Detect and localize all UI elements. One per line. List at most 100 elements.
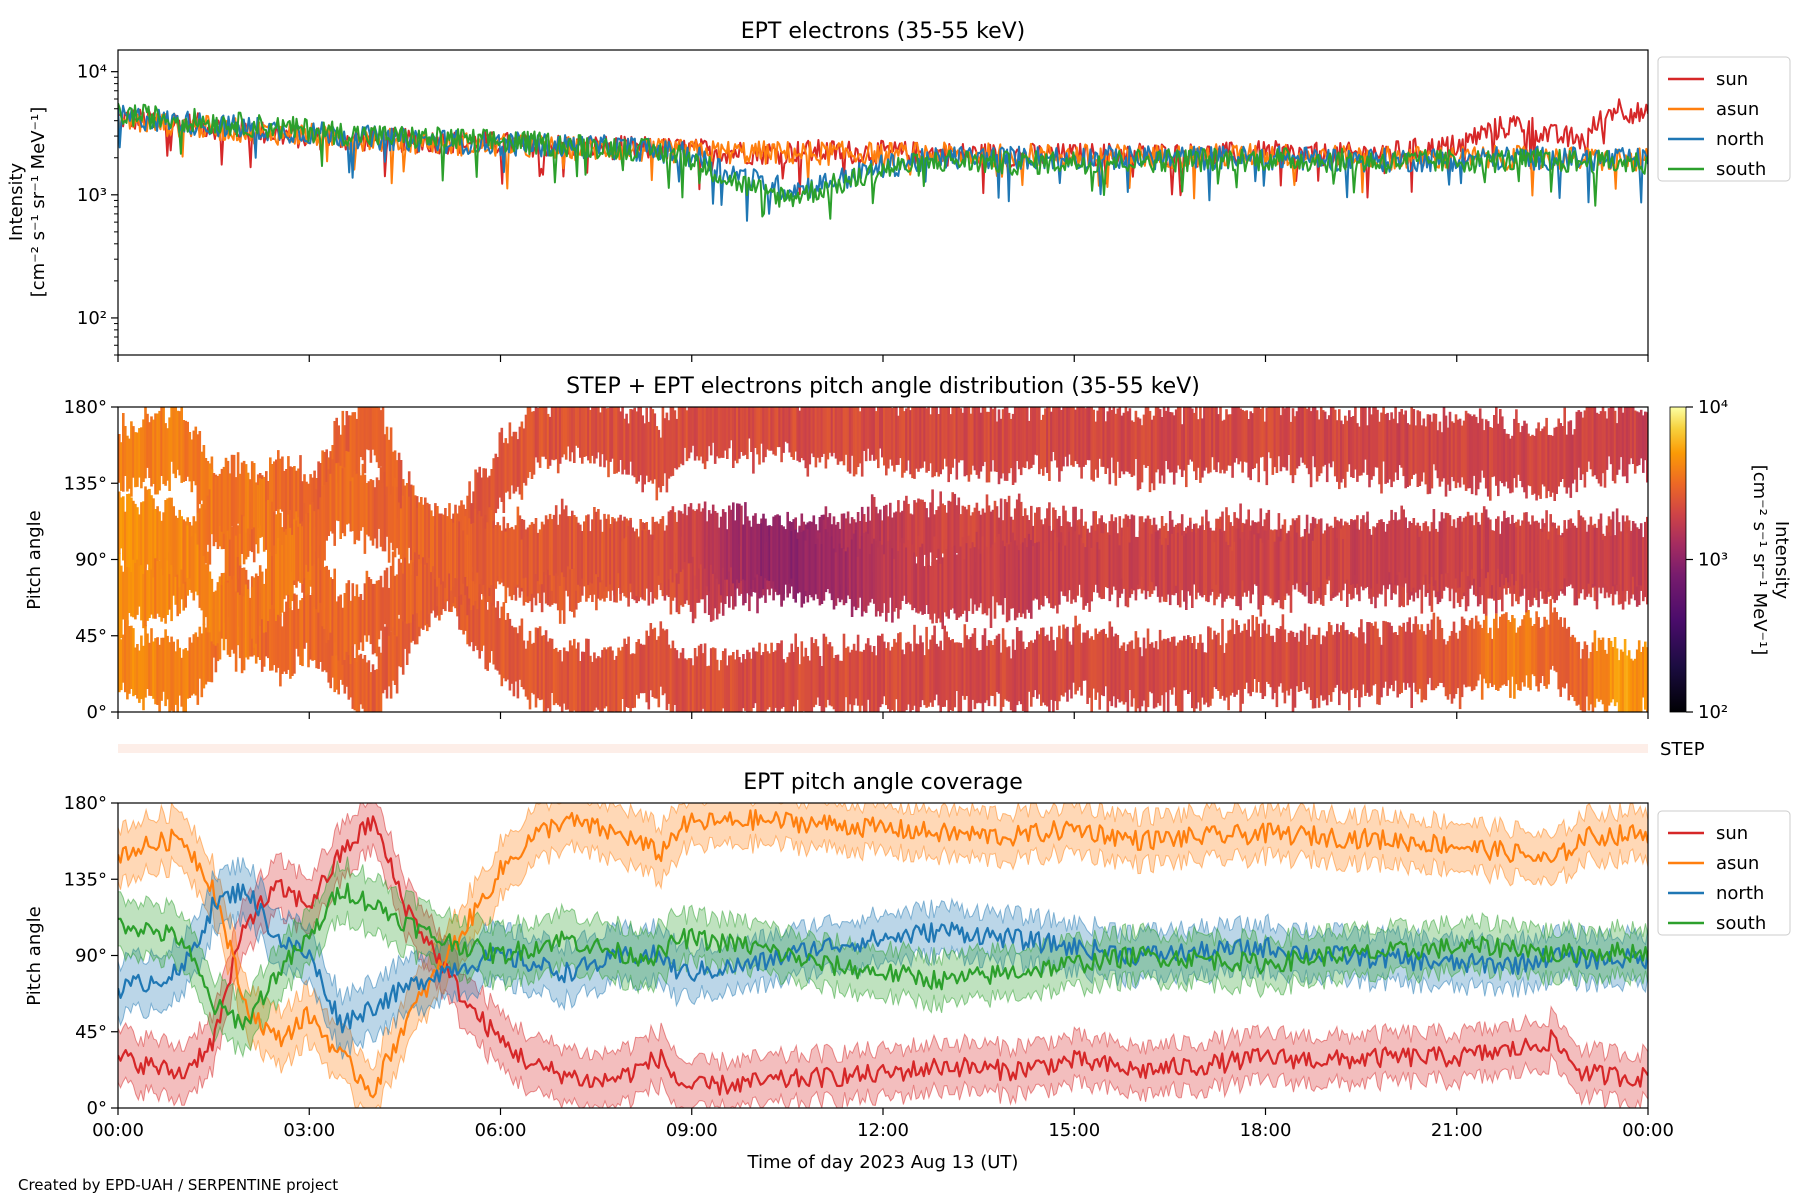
heatmap-cell bbox=[1436, 430, 1440, 479]
heatmap-cell bbox=[379, 575, 383, 631]
heatmap-cell bbox=[1444, 415, 1448, 497]
heatmap-cell bbox=[1537, 617, 1540, 692]
heatmap-cell bbox=[1090, 407, 1093, 480]
heatmap-cell bbox=[1519, 625, 1522, 691]
heatmap-cell bbox=[134, 545, 137, 620]
heatmap-cell bbox=[1601, 637, 1605, 705]
heatmap-cell bbox=[645, 530, 648, 589]
heatmap-cell bbox=[1060, 638, 1063, 696]
heatmap-cell bbox=[615, 521, 618, 603]
heatmap-cell bbox=[516, 633, 520, 699]
heatmap-cell bbox=[740, 505, 743, 582]
heatmap-cell bbox=[460, 519, 463, 595]
heatmap-cell bbox=[993, 542, 997, 619]
heatmap-cell bbox=[663, 630, 667, 694]
heatmap-cell bbox=[669, 510, 673, 570]
heatmap-cell bbox=[367, 481, 371, 537]
heatmap-cell bbox=[1025, 647, 1029, 712]
heatmap-cell bbox=[275, 614, 278, 673]
heatmap-cell bbox=[1491, 530, 1494, 586]
heatmap-cell bbox=[1613, 535, 1617, 585]
heatmap-cell bbox=[359, 407, 363, 457]
heatmap-cell bbox=[1124, 514, 1128, 589]
heatmap-cell bbox=[647, 529, 651, 606]
heatmap-cell bbox=[349, 481, 353, 532]
heatmap-cell bbox=[174, 651, 177, 705]
heatmap-cell bbox=[399, 598, 403, 668]
legend-label-asun: asun bbox=[1716, 99, 1759, 120]
heatmap-cell bbox=[697, 551, 701, 603]
heatmap-cell bbox=[1064, 407, 1067, 457]
heatmap-cell bbox=[891, 517, 894, 566]
heatmap-cell bbox=[1203, 530, 1206, 595]
heatmap-cell bbox=[385, 618, 389, 699]
heatmap-cell bbox=[1034, 512, 1037, 565]
heatmap-cell bbox=[816, 646, 820, 698]
heatmap-cell bbox=[1601, 407, 1605, 474]
heatmap-cell bbox=[1607, 638, 1611, 706]
heatmap-cell bbox=[379, 467, 383, 547]
heatmap-cell bbox=[254, 573, 258, 644]
heatmap-cell bbox=[401, 495, 405, 574]
heatmap-cell bbox=[260, 479, 264, 537]
heatmap-cell bbox=[1174, 645, 1178, 706]
heatmap-cell bbox=[905, 642, 908, 711]
heatmap-cell bbox=[1245, 519, 1248, 597]
heatmap-cell bbox=[1368, 407, 1371, 488]
heatmap-cell bbox=[915, 407, 918, 469]
heatmap-cell bbox=[1517, 519, 1520, 601]
heatmap-cell bbox=[313, 470, 316, 528]
heatmap-cell bbox=[520, 539, 524, 588]
heatmap-cell bbox=[1130, 420, 1134, 477]
heatmap-cell bbox=[1531, 515, 1534, 589]
heatmap-cell bbox=[905, 547, 908, 604]
heatmap-cell bbox=[341, 410, 345, 490]
heatmap-cell bbox=[305, 579, 308, 643]
heatmap-cell bbox=[470, 580, 473, 643]
heatmap-cell bbox=[1191, 643, 1194, 709]
heatmap-cell bbox=[593, 507, 596, 585]
heatmap-cell bbox=[1386, 622, 1389, 696]
heatmap-cell bbox=[675, 552, 679, 613]
heatmap-cell bbox=[1559, 537, 1562, 589]
heatmap-cell bbox=[190, 439, 194, 493]
heatmap-cell bbox=[319, 497, 322, 571]
x-tick-label: 00:00 bbox=[92, 1120, 144, 1141]
heatmap-cell bbox=[1323, 544, 1327, 595]
heatmap-cell bbox=[991, 509, 995, 560]
heatmap-cell bbox=[528, 524, 532, 600]
heatmap-cell bbox=[1265, 530, 1269, 596]
heatmap-cell bbox=[1476, 521, 1480, 580]
heatmap-cell bbox=[1114, 517, 1118, 591]
heatmap-cell bbox=[1104, 523, 1107, 585]
heatmap-cell bbox=[615, 407, 618, 474]
heatmap-cell bbox=[1027, 533, 1031, 613]
heatmap-cell bbox=[345, 450, 349, 525]
heatmap-cell bbox=[770, 642, 773, 712]
heatmap-cell bbox=[1543, 426, 1546, 487]
heatmap-cell bbox=[874, 541, 878, 617]
heatmap-cell bbox=[889, 407, 892, 460]
legend-label-south: south bbox=[1716, 913, 1766, 934]
heatmap-cell bbox=[744, 407, 747, 455]
x-tick-label: 03:00 bbox=[283, 1120, 335, 1141]
heatmap-cell bbox=[591, 407, 594, 456]
heatmap-cell bbox=[649, 407, 653, 481]
heatmap-cell bbox=[1410, 632, 1413, 708]
heatmap-cell bbox=[1003, 407, 1007, 481]
heatmap-cell bbox=[623, 418, 626, 470]
heatmap-cell bbox=[681, 407, 685, 466]
heatmap-cell bbox=[283, 470, 286, 531]
heatmap-cell bbox=[895, 540, 898, 608]
heatmap-cell bbox=[1142, 414, 1146, 465]
heatmap-cell bbox=[967, 407, 971, 482]
heatmap-cell bbox=[689, 407, 693, 453]
heatmap-cell bbox=[1466, 413, 1470, 489]
heatmap-cell bbox=[1559, 423, 1562, 482]
heatmap-cell bbox=[1005, 542, 1009, 623]
heatmap-cell bbox=[273, 600, 276, 666]
heatmap-cell bbox=[1571, 634, 1575, 697]
heatmap-cell bbox=[405, 585, 409, 665]
heatmap-cell bbox=[772, 652, 775, 712]
heatmap-cell bbox=[1098, 407, 1101, 459]
